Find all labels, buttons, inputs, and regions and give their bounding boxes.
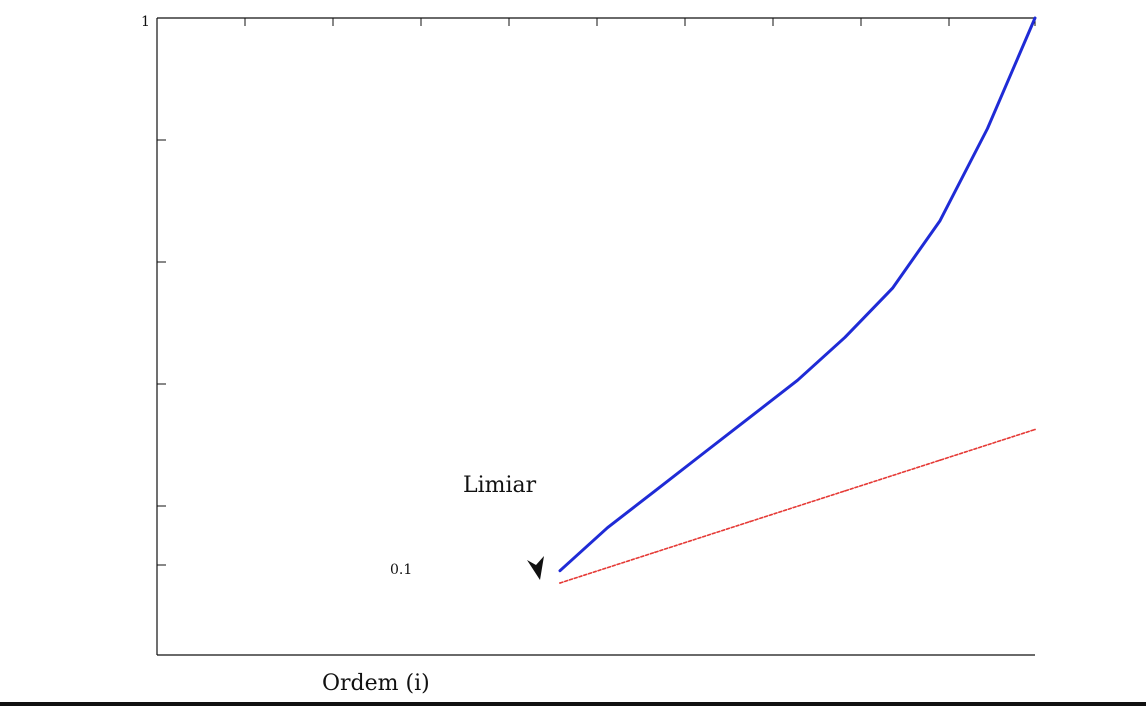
series-0-point-4 — [748, 415, 752, 419]
axis-layer — [156, 17, 1036, 656]
series-1-point-1 — [654, 551, 656, 554]
series-1-point-5 — [1034, 428, 1036, 431]
plot-layer — [558, 16, 1037, 584]
series-0-point-10 — [1033, 16, 1037, 20]
series-0-point-5 — [796, 379, 799, 382]
series-0-point-0 — [558, 569, 562, 572]
series-0-point-3 — [701, 452, 704, 456]
y-tick-text-1: 1 — [141, 14, 150, 30]
top-ticks — [156, 18, 1036, 26]
y-tick-text-0-1: 0.1 — [390, 562, 412, 578]
arrow-layer — [527, 556, 544, 580]
series-0-point-1 — [606, 526, 609, 529]
arrow-icon — [527, 556, 544, 580]
left-ticks — [157, 17, 166, 566]
y-tick-label-0-1: 0.1 — [390, 562, 412, 578]
series-0-point-2 — [653, 489, 657, 493]
series-0-line — [558, 16, 1037, 573]
series-0-point-6 — [843, 336, 847, 339]
series-1-point-0 — [559, 582, 561, 584]
x-axis-title: Ordem (i) — [322, 671, 430, 696]
series-0-point-8 — [938, 219, 942, 222]
series-1-point-3 — [844, 489, 846, 492]
series-1-line — [559, 428, 1036, 584]
series-1-point-2 — [749, 520, 751, 523]
annotation-label: Limiar — [463, 473, 537, 498]
y-tick-label-1: 1 — [141, 14, 150, 30]
series-1-point-4 — [939, 459, 941, 462]
series-0-point-9 — [986, 127, 989, 130]
series-0-point-7 — [891, 287, 894, 290]
